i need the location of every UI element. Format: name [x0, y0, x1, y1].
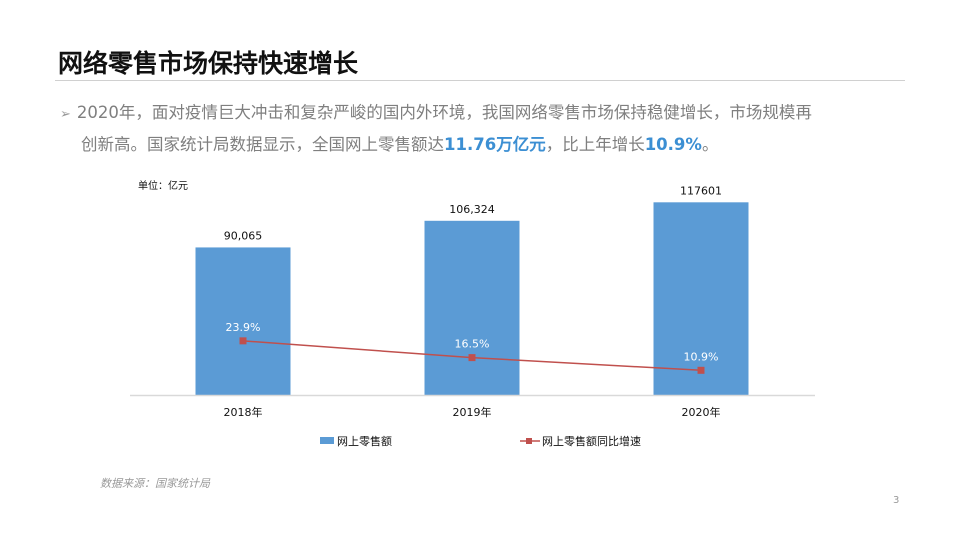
growth-data-label: 23.9%: [226, 321, 261, 334]
legend-label: 网上零售额同比增速: [542, 434, 641, 448]
legend-bar-swatch: [320, 437, 334, 444]
bar: [195, 247, 291, 395]
highlight-value: 10.9%: [644, 135, 702, 154]
bullet-line-2: 创新高。国家统计局数据显示，全国网上零售额达11.76万亿元，比上年增长10.9…: [81, 130, 718, 160]
arrow-bullet-icon: ➢: [60, 107, 71, 122]
bar: [424, 220, 520, 395]
highlight-value: 11.76万亿元: [444, 135, 546, 154]
category-label: 2019年: [453, 405, 492, 419]
growth-data-label: 10.9%: [684, 350, 719, 363]
bar-data-label: 117601: [680, 184, 722, 197]
category-label: 2018年: [224, 405, 263, 419]
legend: 网上零售额 网上零售额同比增速: [320, 434, 641, 448]
bullet-text: 2020年，面对疫情巨大冲击和复杂严峻的国内外环境，我国网络零售市场保持稳健增长…: [76, 103, 812, 122]
bullet-line-1: ➢ 2020年，面对疫情巨大冲击和复杂严峻的国内外环境，我国网络零售市场保持稳健增…: [60, 98, 812, 130]
growth-data-label: 16.5%: [455, 338, 490, 351]
slide-title: 网络零售市场保持快速增长: [58, 49, 359, 78]
bullet-text: 。: [701, 135, 719, 154]
bar-data-label: 90,065: [224, 229, 263, 242]
bar: [653, 202, 749, 395]
unit-label: 单位：亿元: [138, 179, 188, 192]
bar-data-label: 106,324: [449, 203, 495, 216]
page-number: 3: [893, 495, 900, 506]
bullet-text: 创新高。国家统计局数据显示，全国网上零售额达: [81, 135, 444, 154]
growth-marker: [239, 337, 247, 345]
title-divider: [55, 80, 905, 81]
source-note: 数据来源：国家统计局: [100, 477, 210, 490]
category-label: 2020年: [682, 405, 721, 419]
bullet-text: ，比上年增长: [545, 135, 645, 154]
growth-marker: [697, 366, 705, 374]
growth-marker: [468, 354, 476, 362]
legend-label: 网上零售额: [337, 434, 392, 448]
legend-marker: [526, 438, 532, 444]
